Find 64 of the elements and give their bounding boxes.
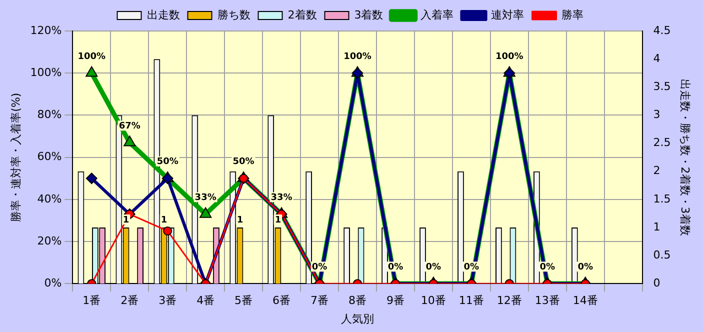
data-label: 67% [118, 121, 140, 132]
point [86, 172, 98, 184]
y2-tick-label: 1 [653, 220, 660, 234]
data-label: 1 [122, 215, 130, 226]
y-tick-label: 120% [30, 24, 62, 37]
y2-tick-label: 2.5 [653, 136, 671, 150]
data-label: 100% [344, 52, 372, 62]
point [86, 66, 98, 77]
data-label: 50% [232, 157, 254, 168]
x-tick-label: 6番 [272, 294, 291, 308]
y2-tick-label: 1.5 [653, 192, 671, 206]
y2-tick-label: 3 [653, 108, 660, 122]
x-tick-label: 2番 [120, 294, 139, 308]
x-tick-label: 1番 [82, 294, 101, 308]
x-tick-label: 3番 [158, 294, 177, 308]
legend-label: 連対率 [491, 8, 524, 22]
legend-label: 2着数 [288, 8, 317, 22]
data-label: 0% [464, 262, 480, 272]
legend-label: 入着率 [420, 8, 454, 22]
x-tick-label: 7番 [310, 294, 328, 308]
legend-label: 勝ち数 [217, 8, 250, 22]
data-label: 0% [578, 262, 593, 272]
data-label: 0% [388, 262, 404, 272]
data-label: 0% [312, 262, 328, 272]
x-tick-label: 9番 [386, 294, 404, 308]
y2-tick-label: 0 [653, 276, 660, 290]
data-label: 1 [160, 215, 168, 226]
y2-tick-label: 3.5 [653, 80, 671, 93]
x-tick-label: 10番 [420, 294, 446, 308]
legend-label: 勝率 [562, 8, 584, 22]
data-label: 0% [540, 262, 556, 272]
data-label: 1 [236, 215, 244, 226]
y-tick-label: 100% [30, 66, 62, 79]
data-label: 100% [78, 52, 106, 62]
data-label: 0% [426, 262, 442, 272]
y-tick-label: 0% [44, 276, 62, 290]
y-axis-title: 勝率・連対率・入着率(%) [9, 92, 22, 222]
data-label: 100% [495, 52, 524, 62]
y-tick-label: 60% [37, 150, 62, 164]
y2-tick-label: 4.5 [653, 24, 671, 37]
point [163, 226, 172, 236]
point [200, 207, 212, 218]
x-tick-label: 13番 [534, 294, 560, 308]
x-tick-label: 14番 [572, 294, 598, 308]
x-tick-label: 11番 [458, 294, 484, 308]
y-tick-label: 80% [37, 108, 62, 122]
data-label: 33% [194, 192, 216, 203]
y2-tick-label: 4 [653, 52, 660, 65]
y2-tick-label: 2 [653, 164, 660, 178]
x-tick-label: 12番 [496, 294, 522, 308]
x-tick-label: 4番 [196, 294, 215, 308]
x-tick-label: 8番 [348, 294, 366, 308]
x-axis-title: 人気別 [340, 312, 374, 326]
data-label: 1 [274, 215, 282, 226]
y2-tick-label: 0.5 [653, 248, 671, 262]
y-tick-label: 20% [37, 234, 62, 248]
legend-label: 3着数 [354, 8, 384, 22]
data-label: 33% [270, 192, 292, 203]
data-label: 50% [156, 157, 178, 168]
x-tick-label: 5番 [234, 294, 253, 308]
point [124, 136, 136, 146]
legend-label: 出走数 [146, 8, 180, 22]
y2-axis-title: 出走数・勝ち数・2着数・3着数 [678, 78, 692, 236]
y-tick-label: 40% [37, 192, 62, 206]
